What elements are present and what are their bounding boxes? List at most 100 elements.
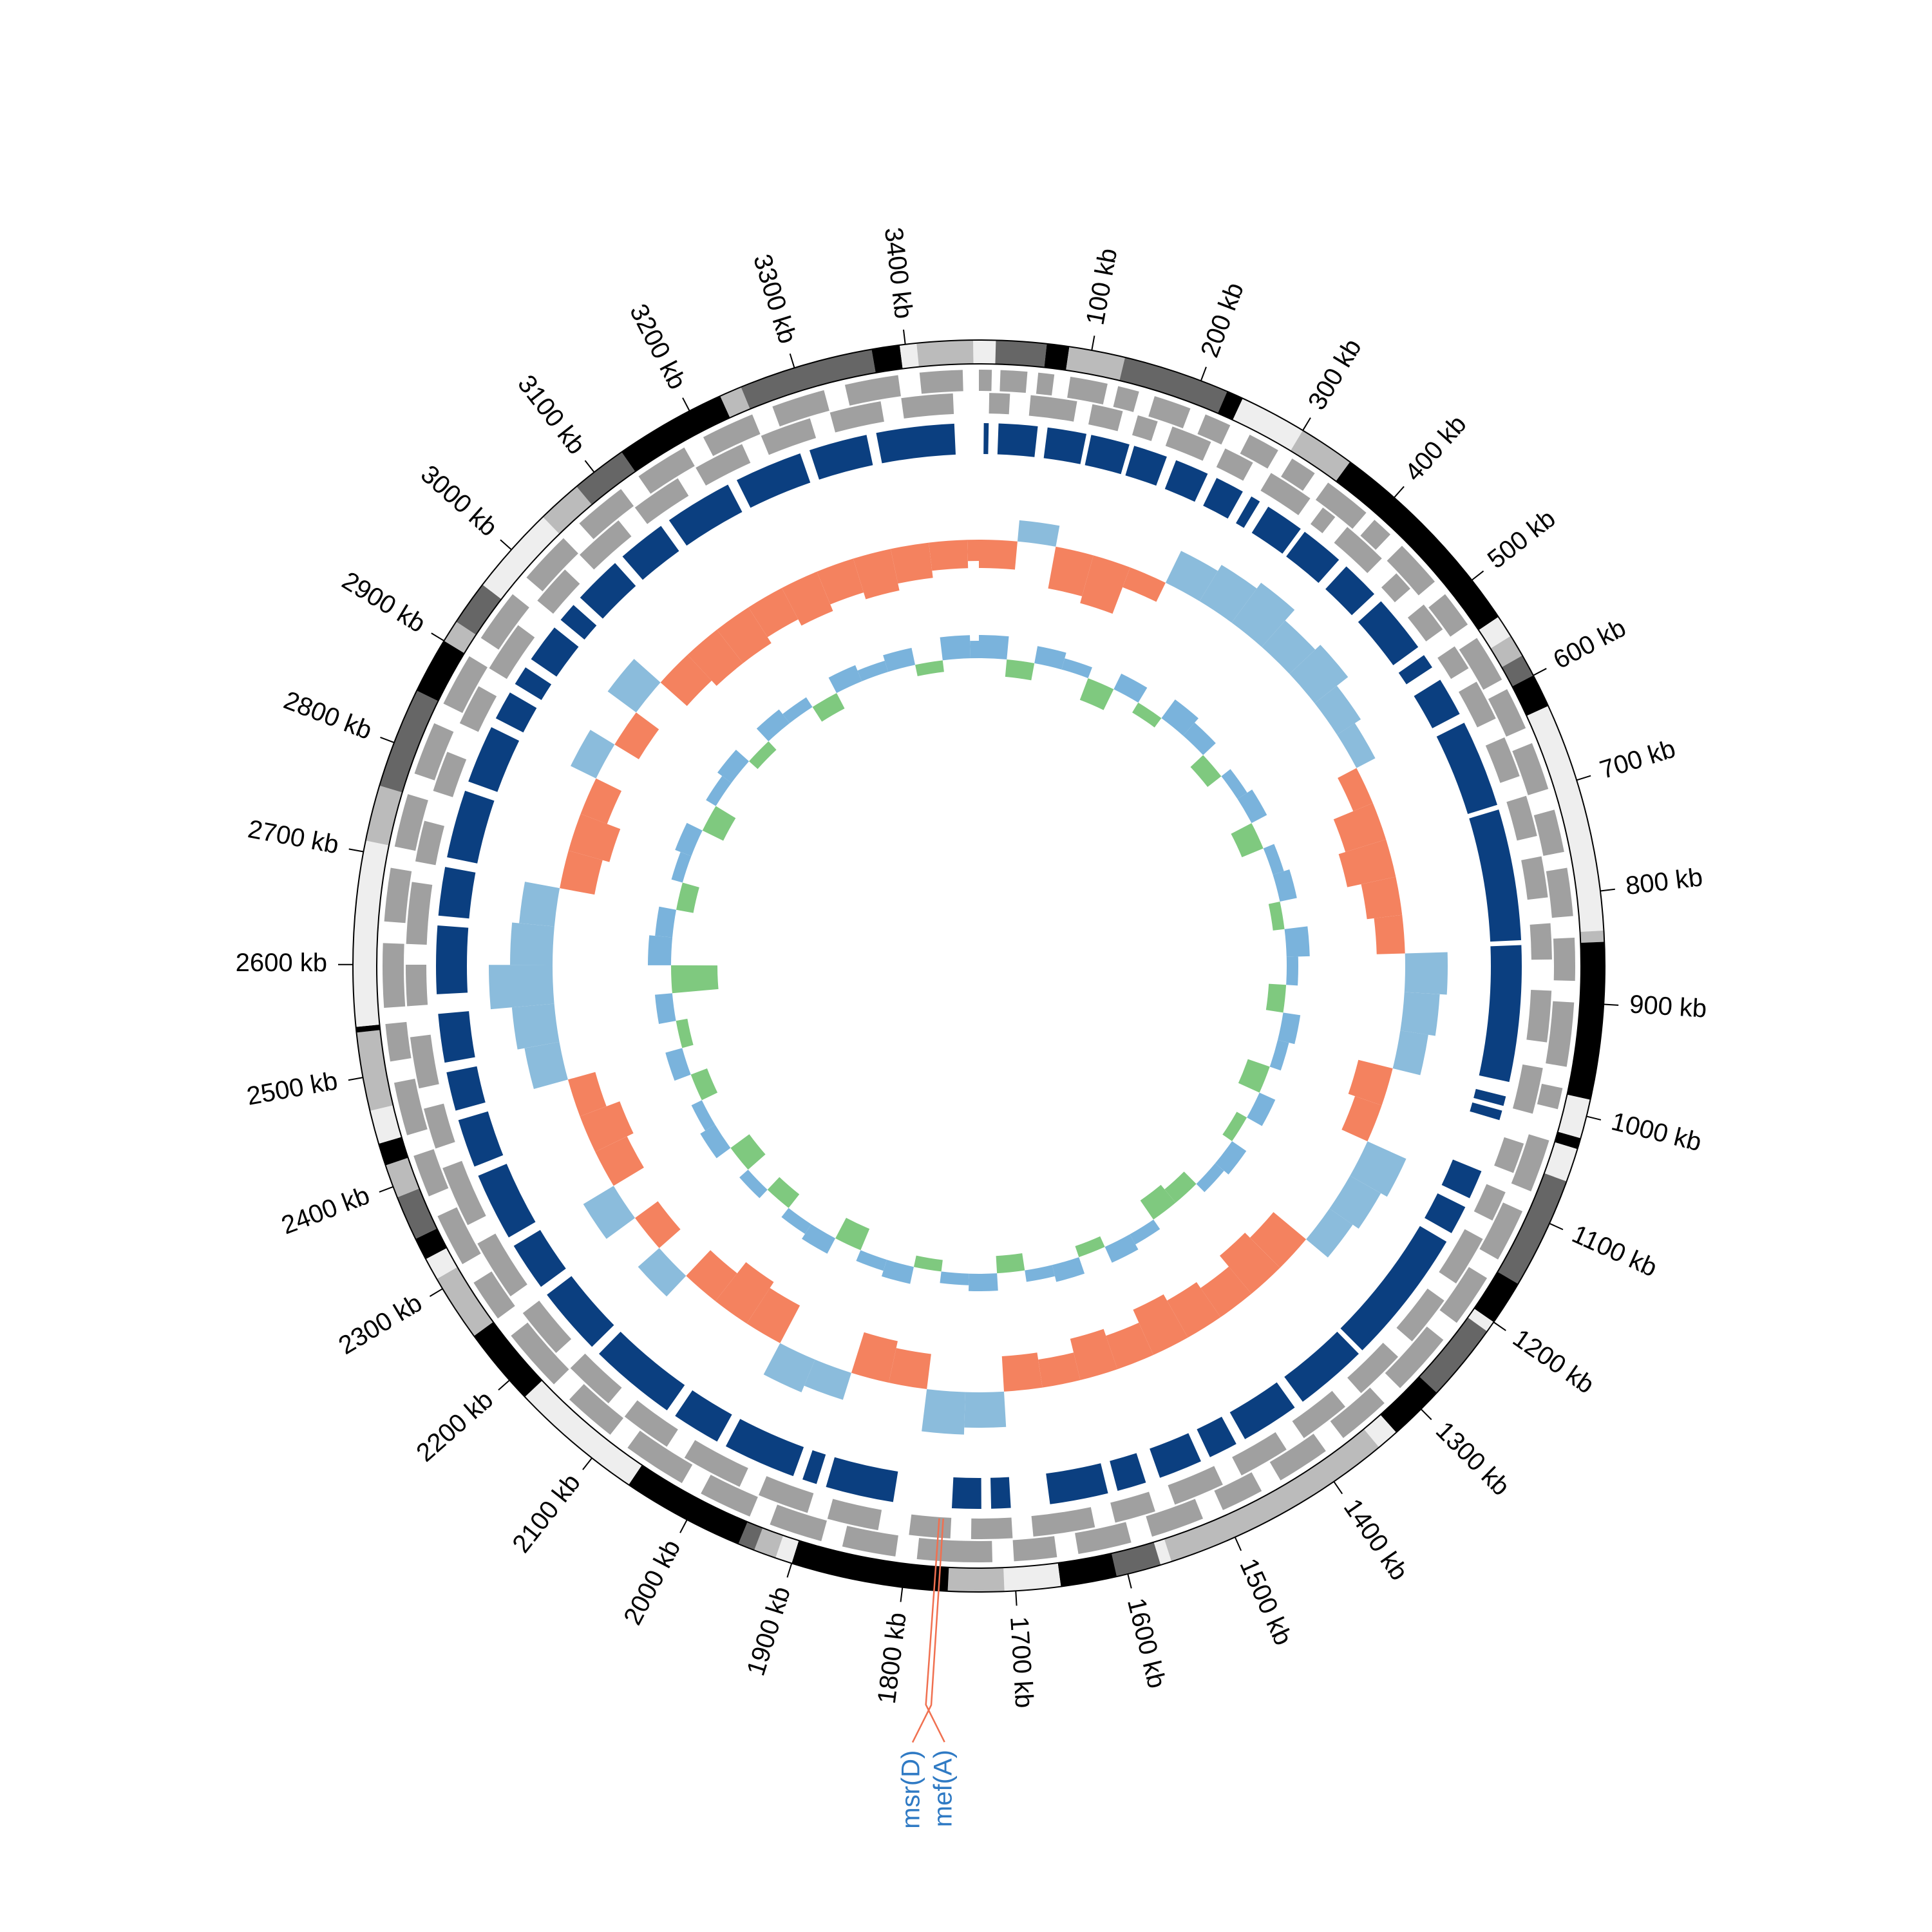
contig (629, 1464, 748, 1544)
tick-mark (429, 1288, 443, 1297)
cds (537, 569, 580, 614)
tick-label: 2000 kb (618, 1535, 686, 1629)
cds (1473, 1184, 1506, 1221)
cds (511, 1322, 569, 1385)
track-bar (1132, 703, 1162, 728)
contig (437, 1267, 493, 1336)
track-bar (1361, 876, 1403, 920)
cds (1396, 1288, 1444, 1341)
tick-mark (1333, 1481, 1343, 1495)
cds (829, 401, 884, 433)
tick-label: 2500 kb (245, 1066, 340, 1111)
cds (1113, 386, 1139, 412)
cds (569, 1384, 623, 1435)
tick-label: 2900 kb (337, 566, 430, 638)
block (1441, 1159, 1482, 1198)
track-bar (1262, 620, 1316, 674)
contig (741, 349, 876, 410)
cds (1459, 638, 1502, 690)
block (622, 526, 679, 580)
cds (1439, 1267, 1488, 1323)
block (675, 1390, 732, 1442)
tick-label: 1300 kb (1430, 1416, 1515, 1501)
track-bar (648, 935, 673, 965)
cds (1546, 867, 1573, 918)
cds (979, 370, 992, 392)
cds (684, 1440, 748, 1487)
tick-mark (1533, 668, 1547, 676)
track-bar (595, 1136, 644, 1186)
cds (1132, 415, 1158, 441)
cds (1494, 1137, 1524, 1173)
track-bar (1306, 1208, 1353, 1258)
contig (1380, 1376, 1437, 1433)
track-bar (1079, 678, 1114, 710)
contig (1479, 616, 1511, 649)
track-bar (1392, 1030, 1428, 1075)
track-bar (1075, 1236, 1105, 1258)
block (983, 423, 989, 455)
track-bar (1164, 1171, 1197, 1203)
tick-label: 1100 kb (1567, 1220, 1661, 1282)
tick-label: 400 kb (1399, 410, 1472, 487)
cds (1067, 376, 1108, 405)
track-bar (812, 693, 845, 722)
cds (1387, 545, 1435, 596)
cds (1315, 482, 1367, 529)
cds (579, 489, 634, 540)
cds (761, 418, 817, 455)
cds (1197, 414, 1231, 445)
cds (1485, 737, 1520, 783)
track-bar (749, 741, 777, 770)
track-bar (1247, 1092, 1276, 1126)
track-bar (717, 750, 750, 783)
track-bar (856, 1250, 887, 1271)
cds (638, 447, 695, 494)
contig (1512, 675, 1549, 716)
cds (1214, 1472, 1262, 1510)
track-bar (1263, 844, 1284, 875)
cds (703, 414, 761, 457)
block (1436, 723, 1497, 814)
block (1469, 810, 1522, 942)
cds (437, 1207, 481, 1264)
track-bar (580, 778, 622, 824)
tick-label: 700 kb (1596, 735, 1679, 785)
cds (842, 1526, 898, 1557)
track-bar (781, 1208, 811, 1235)
track-bar (1130, 1219, 1160, 1245)
cds (1148, 396, 1191, 429)
contig (379, 690, 439, 793)
track-bar (1196, 1163, 1224, 1193)
track-bar (511, 1003, 560, 1050)
cds (1028, 395, 1077, 422)
contig (1119, 357, 1227, 413)
cds (1146, 1499, 1204, 1537)
annotation-leader (911, 1519, 944, 1743)
track-bar (730, 1134, 766, 1170)
contig (353, 840, 389, 1027)
track-bar (686, 1250, 737, 1302)
contig (370, 1105, 402, 1144)
cds (1513, 1064, 1543, 1114)
tick-label: 3100 kb (512, 370, 591, 459)
track-bar (1400, 992, 1440, 1036)
tick-label: 2700 kb (245, 815, 341, 859)
tick-mark (498, 1379, 510, 1391)
track-bar (996, 1253, 1025, 1274)
cds (999, 370, 1028, 393)
track-bar (802, 1224, 836, 1254)
cds (410, 1034, 439, 1089)
contig (1217, 391, 1243, 421)
cds (443, 656, 488, 714)
tick-mark (348, 1077, 363, 1081)
block (1398, 655, 1432, 685)
cds (772, 390, 829, 427)
cds (1216, 448, 1253, 481)
track-bar (746, 1287, 800, 1343)
block (438, 867, 476, 919)
cds (393, 1078, 428, 1135)
track-bar (567, 1072, 607, 1117)
track-bar (1221, 769, 1247, 799)
tick-label: 1700 kb (1005, 1616, 1038, 1709)
